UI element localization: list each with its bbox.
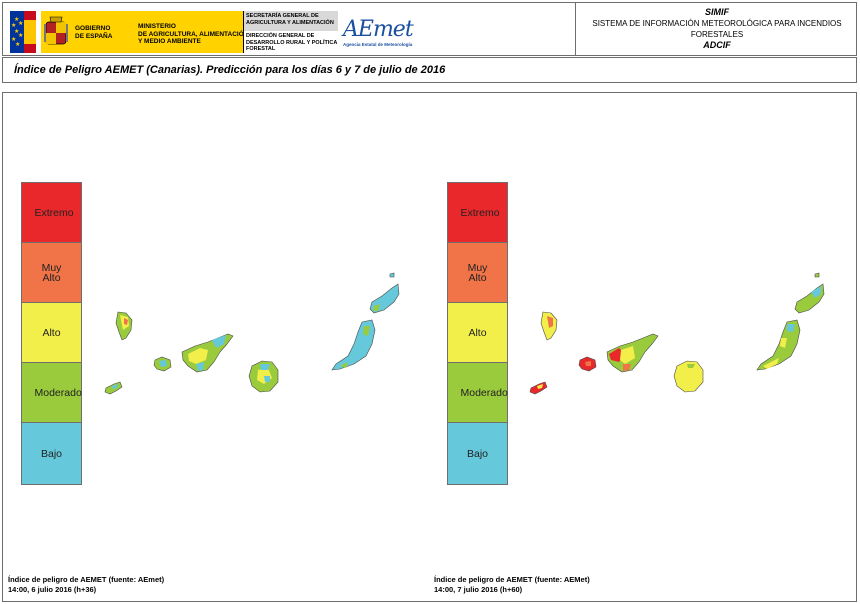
legend-moderado: Moderado [448,363,508,423]
island-la-graciosa [389,272,395,278]
spain-eu-flag-icon: ★ ★ ★ ★ ★ ★ ★ [10,11,36,53]
secretaria-panel: SECRETARÍA GENERAL DE AGRICULTURA Y ALIME… [243,11,338,53]
direccion-label: DIRECCIÓN GENERAL DE DESARROLLO RURAL Y P… [246,33,338,52]
legend-bajo: Bajo [22,423,81,484]
map2-footnote: Índice de peligro de AEMET (fuente: AEMe… [434,575,590,595]
header: ★ ★ ★ ★ ★ ★ ★ GOBIERNO DE ESPAÑA MINISTERIO D… [2,2,857,56]
subsystem-code: ADCIF [703,40,731,50]
coat-of-arms-icon [44,16,68,45]
island-tenerife [181,333,234,373]
system-info: SIMIF SISTEMA DE INFORMACIÓN METEOROLÓGI… [577,3,857,51]
island-la-graciosa [814,272,820,278]
legend-muy-alto: Muy Alto [448,243,507,303]
map2-timestamp: 14:00, 7 julio 2016 (h+60) [434,585,523,594]
map2-source: Índice de peligro de AEMET (fuente: AEMe… [434,575,590,584]
island-gran-canaria [673,360,704,393]
legend-alto: Alto [22,303,81,363]
map1-timestamp: 14:00, 6 julio 2016 (h+36) [8,585,97,594]
legend-moderado: Moderado [22,363,82,423]
danger-legend-2: Extremo Muy Alto Alto Moderado Bajo [447,182,508,485]
legend-extremo: Extremo [448,183,507,243]
aemet-logo: AEmet Agencia Estatal de Meteorología [343,17,414,47]
secretaria-label: SECRETARÍA GENERAL DE AGRICULTURA Y ALIME… [246,13,334,26]
legend-alto: Alto [448,303,507,363]
canary-islands-map-day2 [529,272,825,395]
legend-bajo: Bajo [448,423,507,484]
gobierno-label: GOBIERNO DE ESPAÑA [75,25,113,40]
island-fuerteventura [756,319,801,371]
system-name-line2: FORESTALES [690,30,744,39]
legend-extremo: Extremo [22,183,81,243]
map-panel [2,92,857,602]
ministry-label: MINISTERIO DE AGRICULTURA, ALIMENTACIÓN Y … [138,23,249,45]
danger-legend-1: Extremo Muy Alto Alto Moderado Bajo [21,182,82,485]
title-bar: Índice de Peligro AEMET (Canarias). Pred… [2,57,857,83]
map1-source: Índice de peligro de AEMET (fuente: AEme… [8,575,165,584]
system-code: SIMIF [705,7,729,17]
legend-muy-alto: Muy Alto [22,243,81,303]
canary-islands-map-day1 [104,272,400,395]
system-name-line1: SISTEMA DE INFORMACIÓN METEOROLÓGICA PAR… [592,19,842,28]
map1-footnote: Índice de peligro de AEMET (fuente: AEme… [8,575,164,595]
page-title: Índice de Peligro AEMET (Canarias). Pred… [14,64,446,76]
